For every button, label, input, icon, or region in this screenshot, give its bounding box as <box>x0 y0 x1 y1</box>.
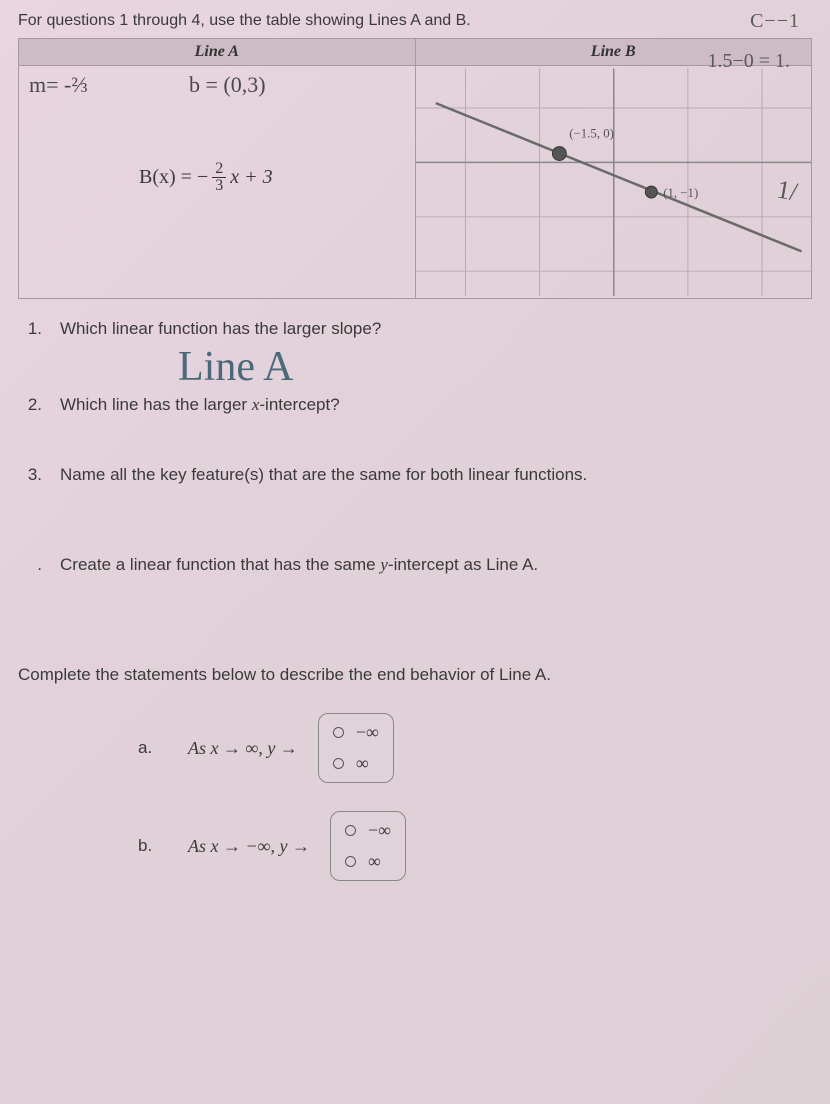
pt1-label: (−1.5, 0) <box>569 127 614 141</box>
radio-icon <box>333 727 344 738</box>
handwriting-intercept: b = (0,3) <box>189 72 266 98</box>
end-behavior-section: Complete the statements below to describ… <box>18 665 812 881</box>
radio-icon <box>333 758 344 769</box>
question-4: . Create a linear function that has the … <box>18 555 812 575</box>
end-behavior-a: a. As x → ∞, y → −∞ ∞ <box>138 713 812 783</box>
handwriting-top: C−−1 <box>750 10 800 33</box>
end-behavior-b: b. As x → −∞, y → −∞ ∞ <box>138 811 812 881</box>
radio-icon <box>345 825 356 836</box>
question-1: 1. Which linear function has the larger … <box>18 319 812 339</box>
end-behavior-intro: Complete the statements below to describ… <box>18 665 812 685</box>
radio-icon <box>345 856 356 867</box>
header-line-a: Line A <box>19 39 416 66</box>
pt2-label: (1, −1) <box>663 186 698 200</box>
choice-box-a: −∞ ∞ <box>318 713 394 783</box>
line-a-formula: B(x) = − 2 3 x + 3 <box>139 161 273 194</box>
instructions-text: For questions 1 through 4, use the table… <box>18 12 812 30</box>
choice-b-neg-inf[interactable]: −∞ <box>345 820 391 841</box>
handwriting-answer-q1: Line A <box>178 343 812 391</box>
question-3: 3. Name all the key feature(s) that are … <box>18 465 812 485</box>
handwriting-slope: m= -⅔ <box>29 72 88 98</box>
cell-line-b: (−1.5, 0) (1, −1) 1/ <box>415 66 812 299</box>
choice-box-b: −∞ ∞ <box>330 811 406 881</box>
lines-table: Line A Line B m= -⅔ b = (0,3) B(x) = − 2… <box>18 38 812 299</box>
cell-line-a: m= -⅔ b = (0,3) B(x) = − 2 3 x + 3 <box>19 66 416 299</box>
line-b-graph: (−1.5, 0) (1, −1) 1/ <box>416 66 812 298</box>
choice-b-pos-inf[interactable]: ∞ <box>345 851 391 872</box>
question-2: 2. Which line has the larger x-intercept… <box>18 395 812 415</box>
choice-a-pos-inf[interactable]: ∞ <box>333 753 379 774</box>
choice-a-neg-inf[interactable]: −∞ <box>333 722 379 743</box>
